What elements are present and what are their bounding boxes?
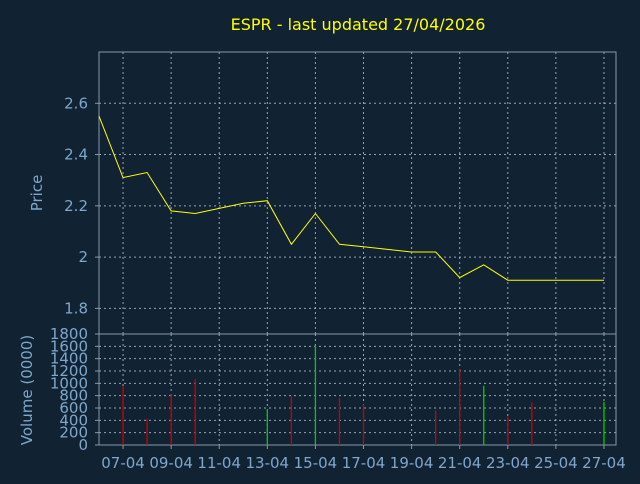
volume-y-tick-label: 1200 bbox=[50, 362, 88, 380]
volume-y-tick-label: 1800 bbox=[50, 325, 88, 343]
volume-y-tick-label: 0 bbox=[78, 436, 88, 454]
chart-title: ESPR - last updated 27/04/2026 bbox=[231, 15, 486, 34]
x-tick-label: 11-04 bbox=[197, 454, 241, 472]
price-y-ticks: 1.8 2 2.2 2.4 2.6 bbox=[64, 94, 99, 317]
volume-y-tick-label: 400 bbox=[59, 411, 88, 429]
price-grid bbox=[99, 52, 616, 334]
price-series bbox=[98, 115, 604, 281]
x-tick-label: 17-04 bbox=[342, 454, 386, 472]
x-tick-label: 09-04 bbox=[149, 454, 193, 472]
volume-y-tick-label: 1400 bbox=[50, 350, 88, 368]
x-tick-label: 07-04 bbox=[101, 454, 145, 472]
volume-grid bbox=[99, 334, 616, 445]
price-line bbox=[98, 115, 604, 281]
price-plot-frame bbox=[98, 51, 617, 335]
price-y-tick-label: 2.4 bbox=[64, 146, 88, 164]
x-tick-label: 13-04 bbox=[246, 454, 290, 472]
x-tick-label: 27-04 bbox=[582, 454, 626, 472]
volume-y-tick-label: 1600 bbox=[50, 337, 88, 355]
volume-y-tick-label: 1000 bbox=[50, 374, 88, 392]
price-y-tick-label: 2 bbox=[78, 248, 88, 266]
x-ticks: 07-04 09-04 11-04 13-04 15-04 17-04 19-04 21-04… bbox=[101, 445, 626, 472]
volume-axis-label: Volume (0000) bbox=[18, 335, 36, 445]
volume-plot-frame bbox=[98, 333, 617, 446]
volume-bars bbox=[122, 345, 605, 445]
price-y-tick-label: 2.2 bbox=[64, 197, 88, 215]
x-tick-label: 21-04 bbox=[438, 454, 482, 472]
x-tick-label: 23-04 bbox=[486, 454, 530, 472]
x-tick-label: 15-04 bbox=[294, 454, 338, 472]
volume-y-tick-label: 800 bbox=[59, 387, 88, 405]
price-axis-label: Price bbox=[28, 175, 46, 212]
x-tick-label: 25-04 bbox=[534, 454, 578, 472]
price-y-tick-label: 2.6 bbox=[64, 94, 88, 112]
volume-y-tick-label: 200 bbox=[59, 424, 88, 442]
x-tick-label: 19-04 bbox=[390, 454, 434, 472]
volume-y-tick-label: 600 bbox=[59, 399, 88, 417]
price-y-tick-label: 1.8 bbox=[64, 299, 88, 317]
